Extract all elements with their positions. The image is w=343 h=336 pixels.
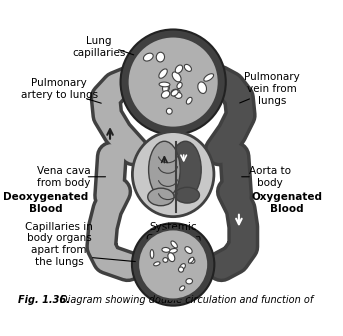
Ellipse shape [185,247,192,254]
Text: Pulmonary
Circulation: Pulmonary Circulation [145,64,201,86]
Text: Pulmonary
vein from
lungs: Pulmonary vein from lungs [244,73,300,106]
Text: Vena cava
from body: Vena cava from body [37,166,91,187]
Ellipse shape [170,141,201,198]
Ellipse shape [175,92,182,98]
Ellipse shape [184,65,191,71]
Ellipse shape [148,188,174,206]
Ellipse shape [162,91,170,98]
Ellipse shape [159,69,167,78]
Ellipse shape [163,84,169,91]
Ellipse shape [163,84,168,92]
Ellipse shape [186,279,192,284]
Ellipse shape [171,241,177,248]
Circle shape [138,229,208,299]
Ellipse shape [154,262,160,266]
Ellipse shape [178,267,184,272]
Ellipse shape [175,65,182,73]
Ellipse shape [179,286,185,291]
Text: Diagram showing double circulation and function of: Diagram showing double circulation and f… [57,295,313,304]
Ellipse shape [168,253,175,262]
Ellipse shape [162,248,170,252]
Ellipse shape [171,90,178,96]
Ellipse shape [143,53,153,61]
Text: Aorta to
body: Aorta to body [249,166,291,187]
Ellipse shape [150,250,154,258]
Ellipse shape [156,52,165,62]
Text: Pulmonary
artery to lungs: Pulmonary artery to lungs [21,78,98,100]
Ellipse shape [149,141,180,198]
Text: Fig. 1.36.: Fig. 1.36. [18,295,70,304]
Ellipse shape [204,74,214,81]
Ellipse shape [189,258,195,263]
Ellipse shape [169,249,177,253]
Ellipse shape [166,108,172,114]
Ellipse shape [186,97,192,104]
Text: Deoxygenated
Blood: Deoxygenated Blood [3,192,88,214]
Ellipse shape [159,82,170,87]
Ellipse shape [171,89,180,96]
Text: Lung
capillaries: Lung capillaries [72,37,125,58]
Circle shape [120,30,226,135]
Text: Oxygenated
Blood: Oxygenated Blood [252,192,323,214]
Ellipse shape [180,264,186,270]
Ellipse shape [188,257,194,263]
Ellipse shape [163,258,168,262]
Ellipse shape [198,82,206,93]
Ellipse shape [172,72,181,82]
Circle shape [128,37,219,128]
Text: Systemic
Circulation: Systemic Circulation [145,222,201,244]
Ellipse shape [177,82,182,89]
Ellipse shape [132,132,214,217]
Text: Capillaries in
body organs
apart from
the lungs: Capillaries in body organs apart from th… [25,222,93,267]
Circle shape [132,223,214,306]
Ellipse shape [175,187,200,203]
